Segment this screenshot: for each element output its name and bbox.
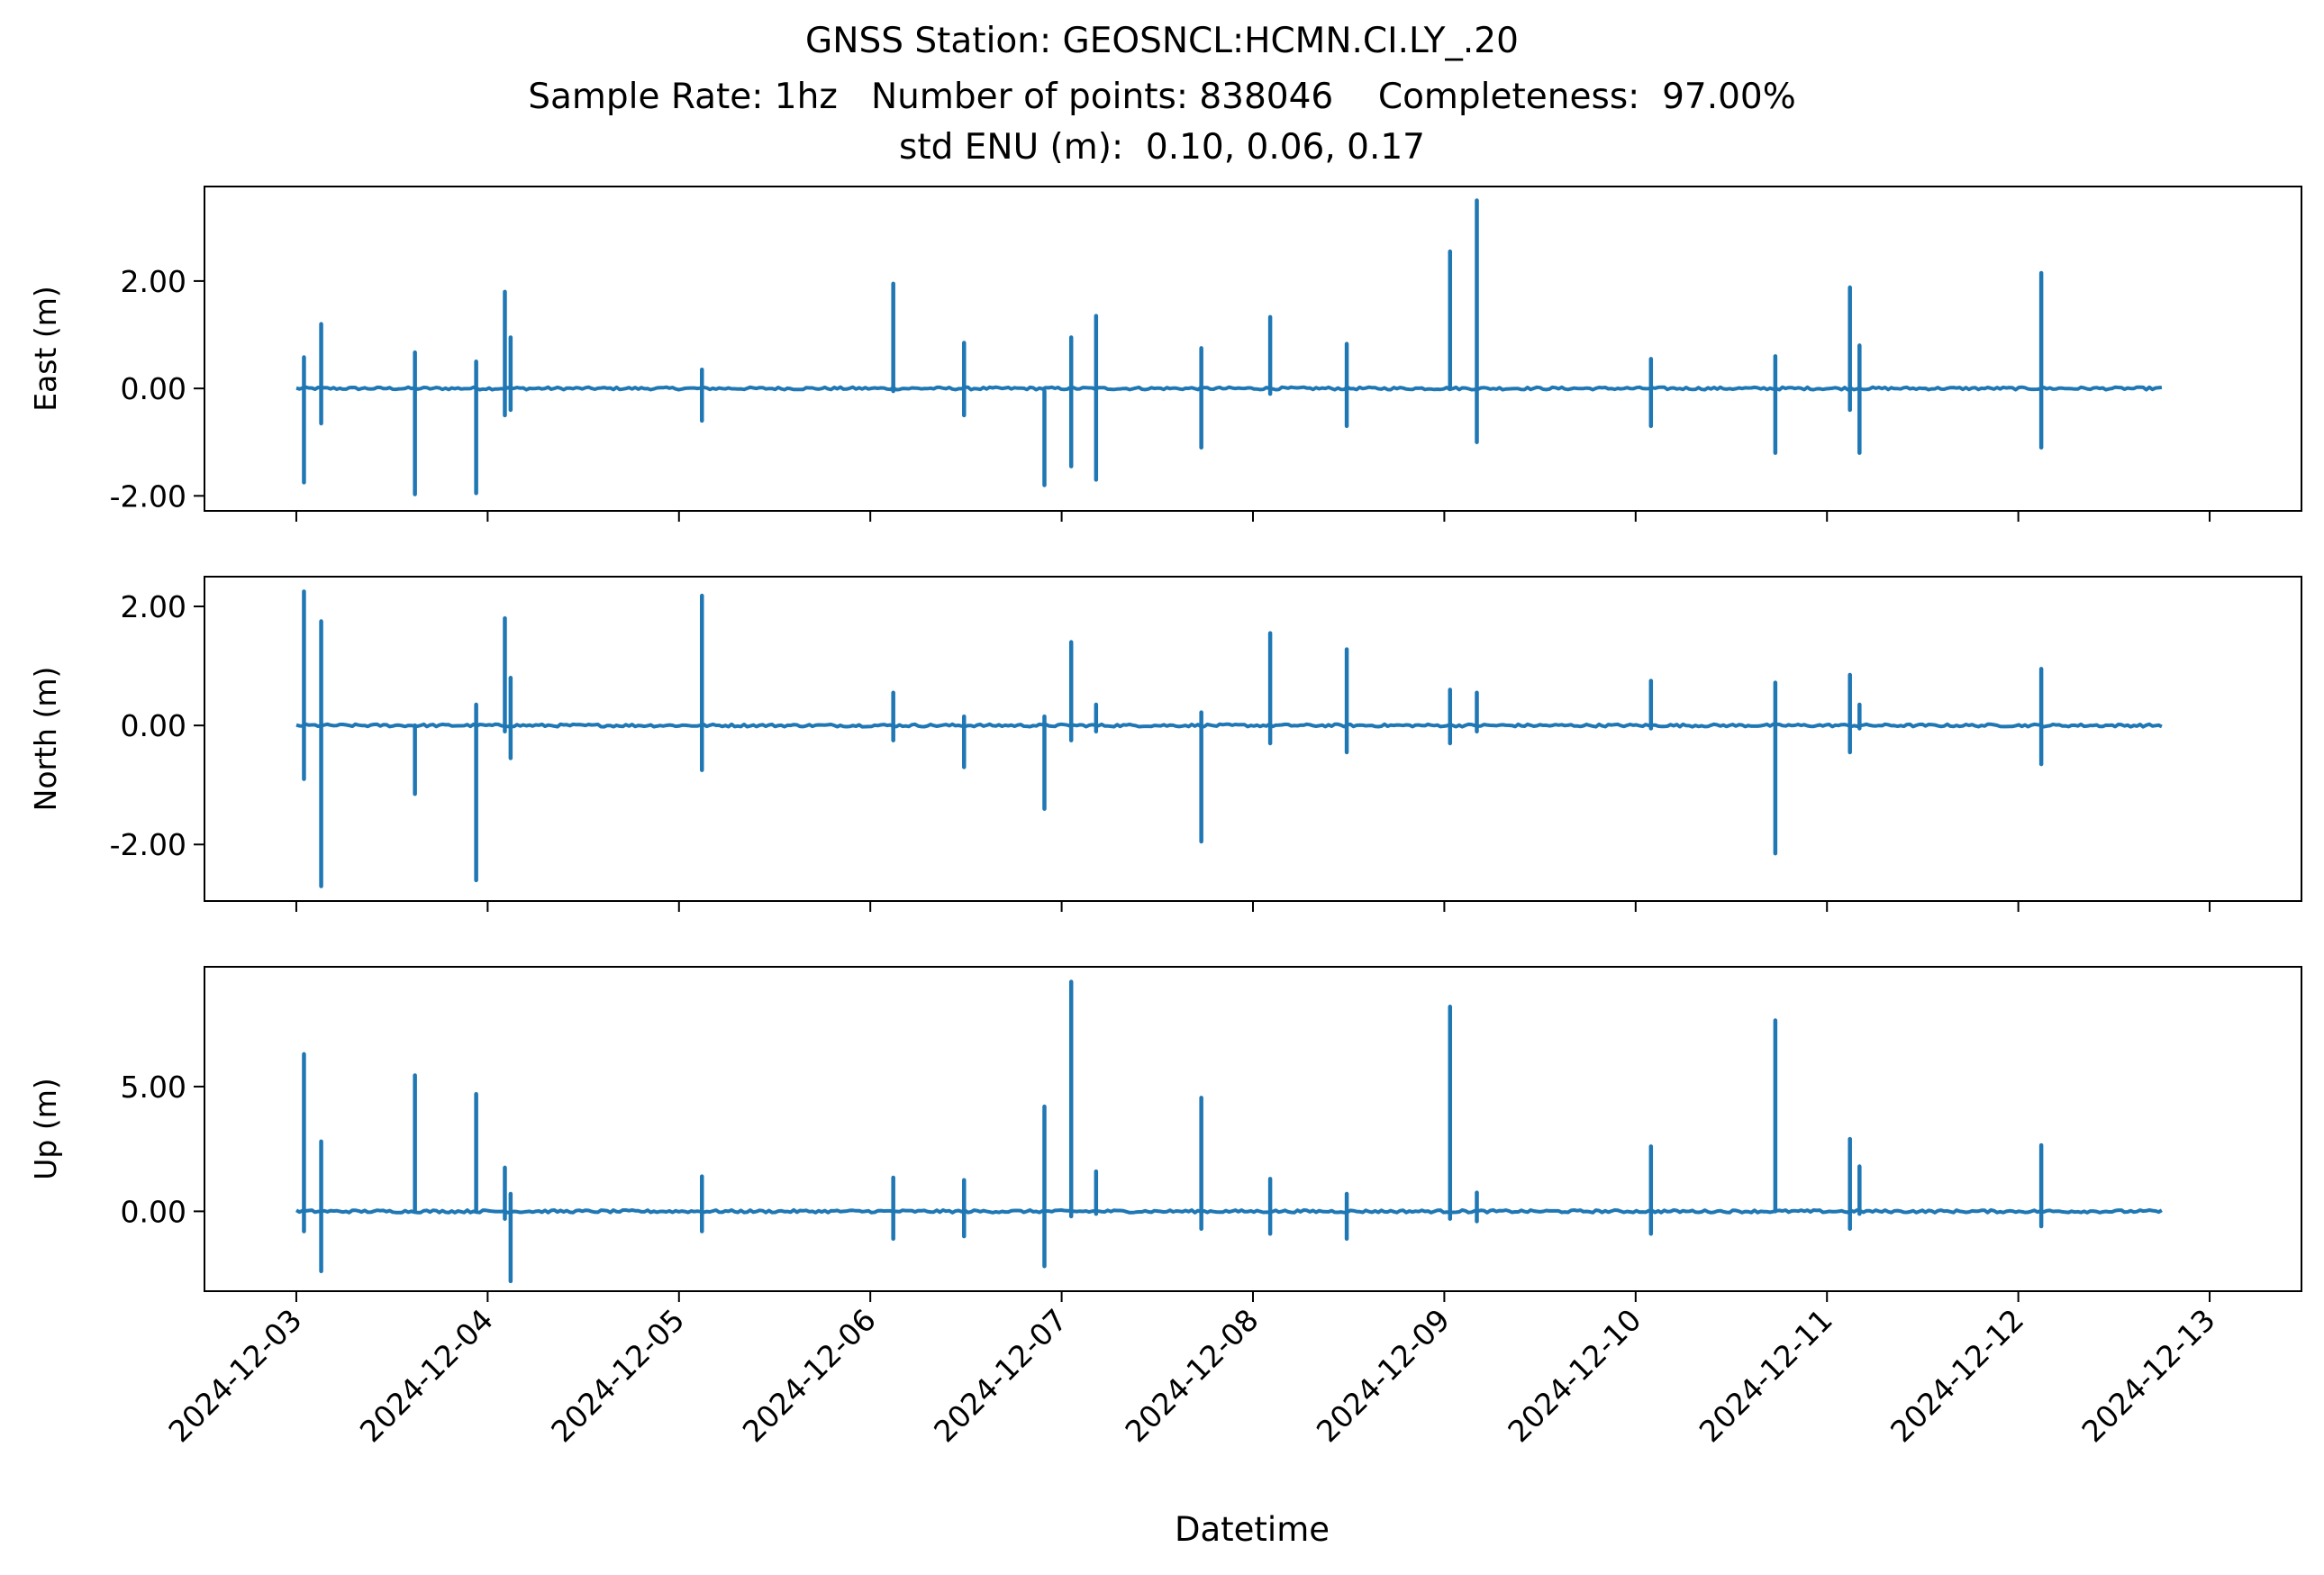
chart-title-line-2: Sample Rate: 1hz Number of points: 83804… bbox=[528, 77, 1796, 117]
north-ytick-label-0: -2.00 bbox=[110, 827, 186, 862]
up-ytick-label-1: 5.00 bbox=[121, 1070, 186, 1105]
xtick-label-9: 2024-12-12 bbox=[1884, 1302, 2030, 1449]
chart-title-line-1: GNSS Station: GEOSNCL:HCMN.CI.LY_.20 bbox=[805, 21, 1519, 61]
xtick-label-10: 2024-12-13 bbox=[2075, 1302, 2222, 1449]
xtick-label-7: 2024-12-10 bbox=[1501, 1302, 1648, 1449]
up-ytick-label-0: 0.00 bbox=[121, 1194, 186, 1229]
up-baseline-line bbox=[295, 1207, 2163, 1215]
x-axis-label: Datetime bbox=[1175, 1510, 1330, 1549]
xtick-label-2: 2024-12-05 bbox=[544, 1302, 691, 1449]
xtick-label-1: 2024-12-04 bbox=[353, 1302, 500, 1449]
up-axes-frame bbox=[204, 966, 2302, 1292]
north-panel: -2.00 0.00 2.00 North (m) bbox=[28, 576, 2302, 912]
east-ytick-label-2: 2.00 bbox=[121, 264, 186, 299]
east-axes-frame bbox=[204, 186, 2302, 512]
xtick-label-8: 2024-12-11 bbox=[1693, 1302, 1839, 1449]
north-ytick-label-2: 2.00 bbox=[121, 589, 186, 624]
xtick-label-6: 2024-12-09 bbox=[1310, 1302, 1457, 1449]
xtick-label-3: 2024-12-06 bbox=[736, 1302, 883, 1449]
north-ylabel: North (m) bbox=[28, 667, 63, 812]
north-plot-area bbox=[295, 589, 2163, 888]
east-ytick-label-0: -2.00 bbox=[110, 478, 186, 514]
east-ytick-label-1: 0.00 bbox=[121, 371, 186, 406]
up-panel: 0.00 5.00 Up (m) bbox=[28, 966, 2302, 1302]
xtick-label-4: 2024-12-07 bbox=[927, 1302, 1074, 1449]
north-axes-frame bbox=[204, 576, 2302, 902]
east-ylabel: East (m) bbox=[28, 286, 63, 412]
xtick-label-0: 2024-12-03 bbox=[161, 1302, 308, 1449]
east-plot-area bbox=[295, 198, 2163, 496]
north-ytick-label-1: 0.00 bbox=[121, 708, 186, 743]
up-ylabel: Up (m) bbox=[28, 1078, 63, 1180]
east-baseline-line bbox=[295, 385, 2163, 392]
xtick-label-5: 2024-12-08 bbox=[1118, 1302, 1265, 1449]
north-baseline-line bbox=[295, 722, 2163, 729]
chart-title-line-3: std ENU (m): 0.10, 0.06, 0.17 bbox=[899, 127, 1425, 168]
east-panel: -2.00 0.00 2.00 East (m) bbox=[28, 186, 2302, 522]
up-plot-area bbox=[295, 979, 2163, 1284]
